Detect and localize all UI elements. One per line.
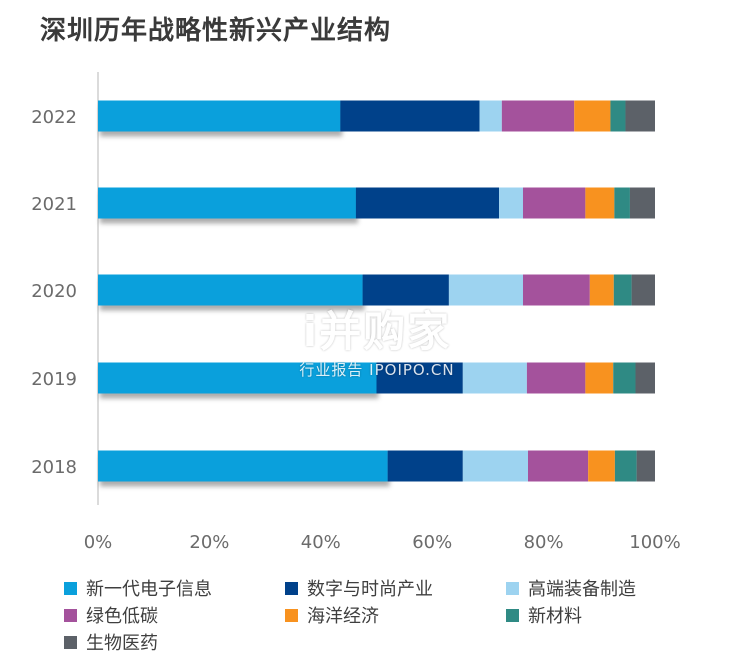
bar-segment-2019-2: [462, 362, 527, 394]
bar-segment-2019-1: [376, 362, 463, 394]
bar-segment-2018-6: [636, 450, 655, 482]
bar-segment-2019-5: [613, 362, 636, 394]
bar-segment-2018-3: [528, 450, 589, 482]
legend-swatch: [285, 608, 298, 622]
legend-swatch: [64, 608, 77, 622]
legend-swatch: [506, 581, 519, 595]
bar-segment-2022-3: [501, 100, 575, 132]
legend-item: 新一代电子信息: [64, 575, 212, 601]
legend-item: 数字与时尚产业: [285, 575, 433, 601]
y-tick-label: 2020: [31, 281, 77, 302]
legend-item: 生物医药: [64, 629, 158, 655]
bar-segment-2022-6: [625, 100, 655, 132]
bar-segment-2020-3: [522, 274, 590, 306]
legend-item: 高端装备制造: [506, 575, 636, 601]
legend-swatch: [64, 635, 77, 649]
bar-segment-2021-3: [522, 187, 586, 219]
y-tick-label: 2018: [31, 457, 77, 478]
bar-segment-2020-5: [613, 274, 632, 306]
legend-item: 绿色低碳: [64, 602, 158, 628]
legend-label: 数字与时尚产业: [307, 579, 433, 600]
bar-segment-2018-1: [387, 450, 463, 482]
bar-segment-2019-6: [635, 362, 655, 394]
x-tick-label: 60%: [412, 532, 452, 553]
bar-segment-2021-5: [614, 187, 630, 219]
bar-segment-2020-6: [631, 274, 655, 306]
bar-segment-2022-0: [98, 100, 341, 132]
bar-segment-2021-0: [98, 187, 356, 219]
legend-item: 海洋经济: [285, 602, 379, 628]
bar-segment-2018-0: [98, 450, 388, 482]
bar-segment-2021-2: [499, 187, 523, 219]
bar-segment-2020-2: [448, 274, 523, 306]
x-tick-label: 100%: [629, 532, 680, 553]
legend-label: 新一代电子信息: [86, 579, 212, 600]
y-tick-label: 2019: [31, 369, 77, 390]
legend-swatch: [285, 581, 298, 595]
legend-label: 海洋经济: [307, 606, 379, 627]
y-tick-label: 2022: [31, 107, 77, 128]
chart-title: 深圳历年战略性新兴产业结构: [40, 16, 392, 46]
legend-swatch: [506, 608, 519, 622]
legend-label: 生物医药: [86, 633, 158, 654]
bar-segment-2021-1: [355, 187, 500, 219]
bar-segment-2019-4: [585, 362, 614, 394]
bar-segment-2018-2: [462, 450, 529, 482]
bar-segment-2020-4: [589, 274, 614, 306]
x-tick-label: 80%: [524, 532, 564, 553]
bar-segment-2019-3: [526, 362, 586, 394]
bar-segment-2019-0: [98, 362, 377, 394]
bar-segment-2021-4: [585, 187, 615, 219]
legend-label: 绿色低碳: [86, 606, 158, 627]
legend-label: 新材料: [528, 606, 582, 627]
bar-segment-2022-4: [574, 100, 611, 132]
bar-segment-2018-5: [614, 450, 637, 482]
bar-segment-2022-5: [610, 100, 626, 132]
x-tick-label: 20%: [189, 532, 229, 553]
bar-segment-2020-0: [98, 274, 363, 306]
legend-swatch: [64, 581, 77, 595]
legend-label: 高端装备制造: [528, 579, 636, 600]
bar-segment-2018-4: [588, 450, 615, 482]
legend-item: 新材料: [506, 602, 582, 628]
bar-segment-2020-1: [362, 274, 449, 306]
stacked-bar-chart: 2022 2021 2020 2019 2018 0% 20% 40% 60% 80% 100%: [31, 72, 681, 553]
x-tick-label: 40%: [301, 532, 341, 553]
x-tick-label: 0%: [84, 532, 113, 553]
bar-segment-2022-1: [340, 100, 480, 132]
bar-segment-2022-2: [479, 100, 502, 132]
bar-segment-2021-6: [629, 187, 655, 219]
y-tick-label: 2021: [31, 194, 77, 215]
